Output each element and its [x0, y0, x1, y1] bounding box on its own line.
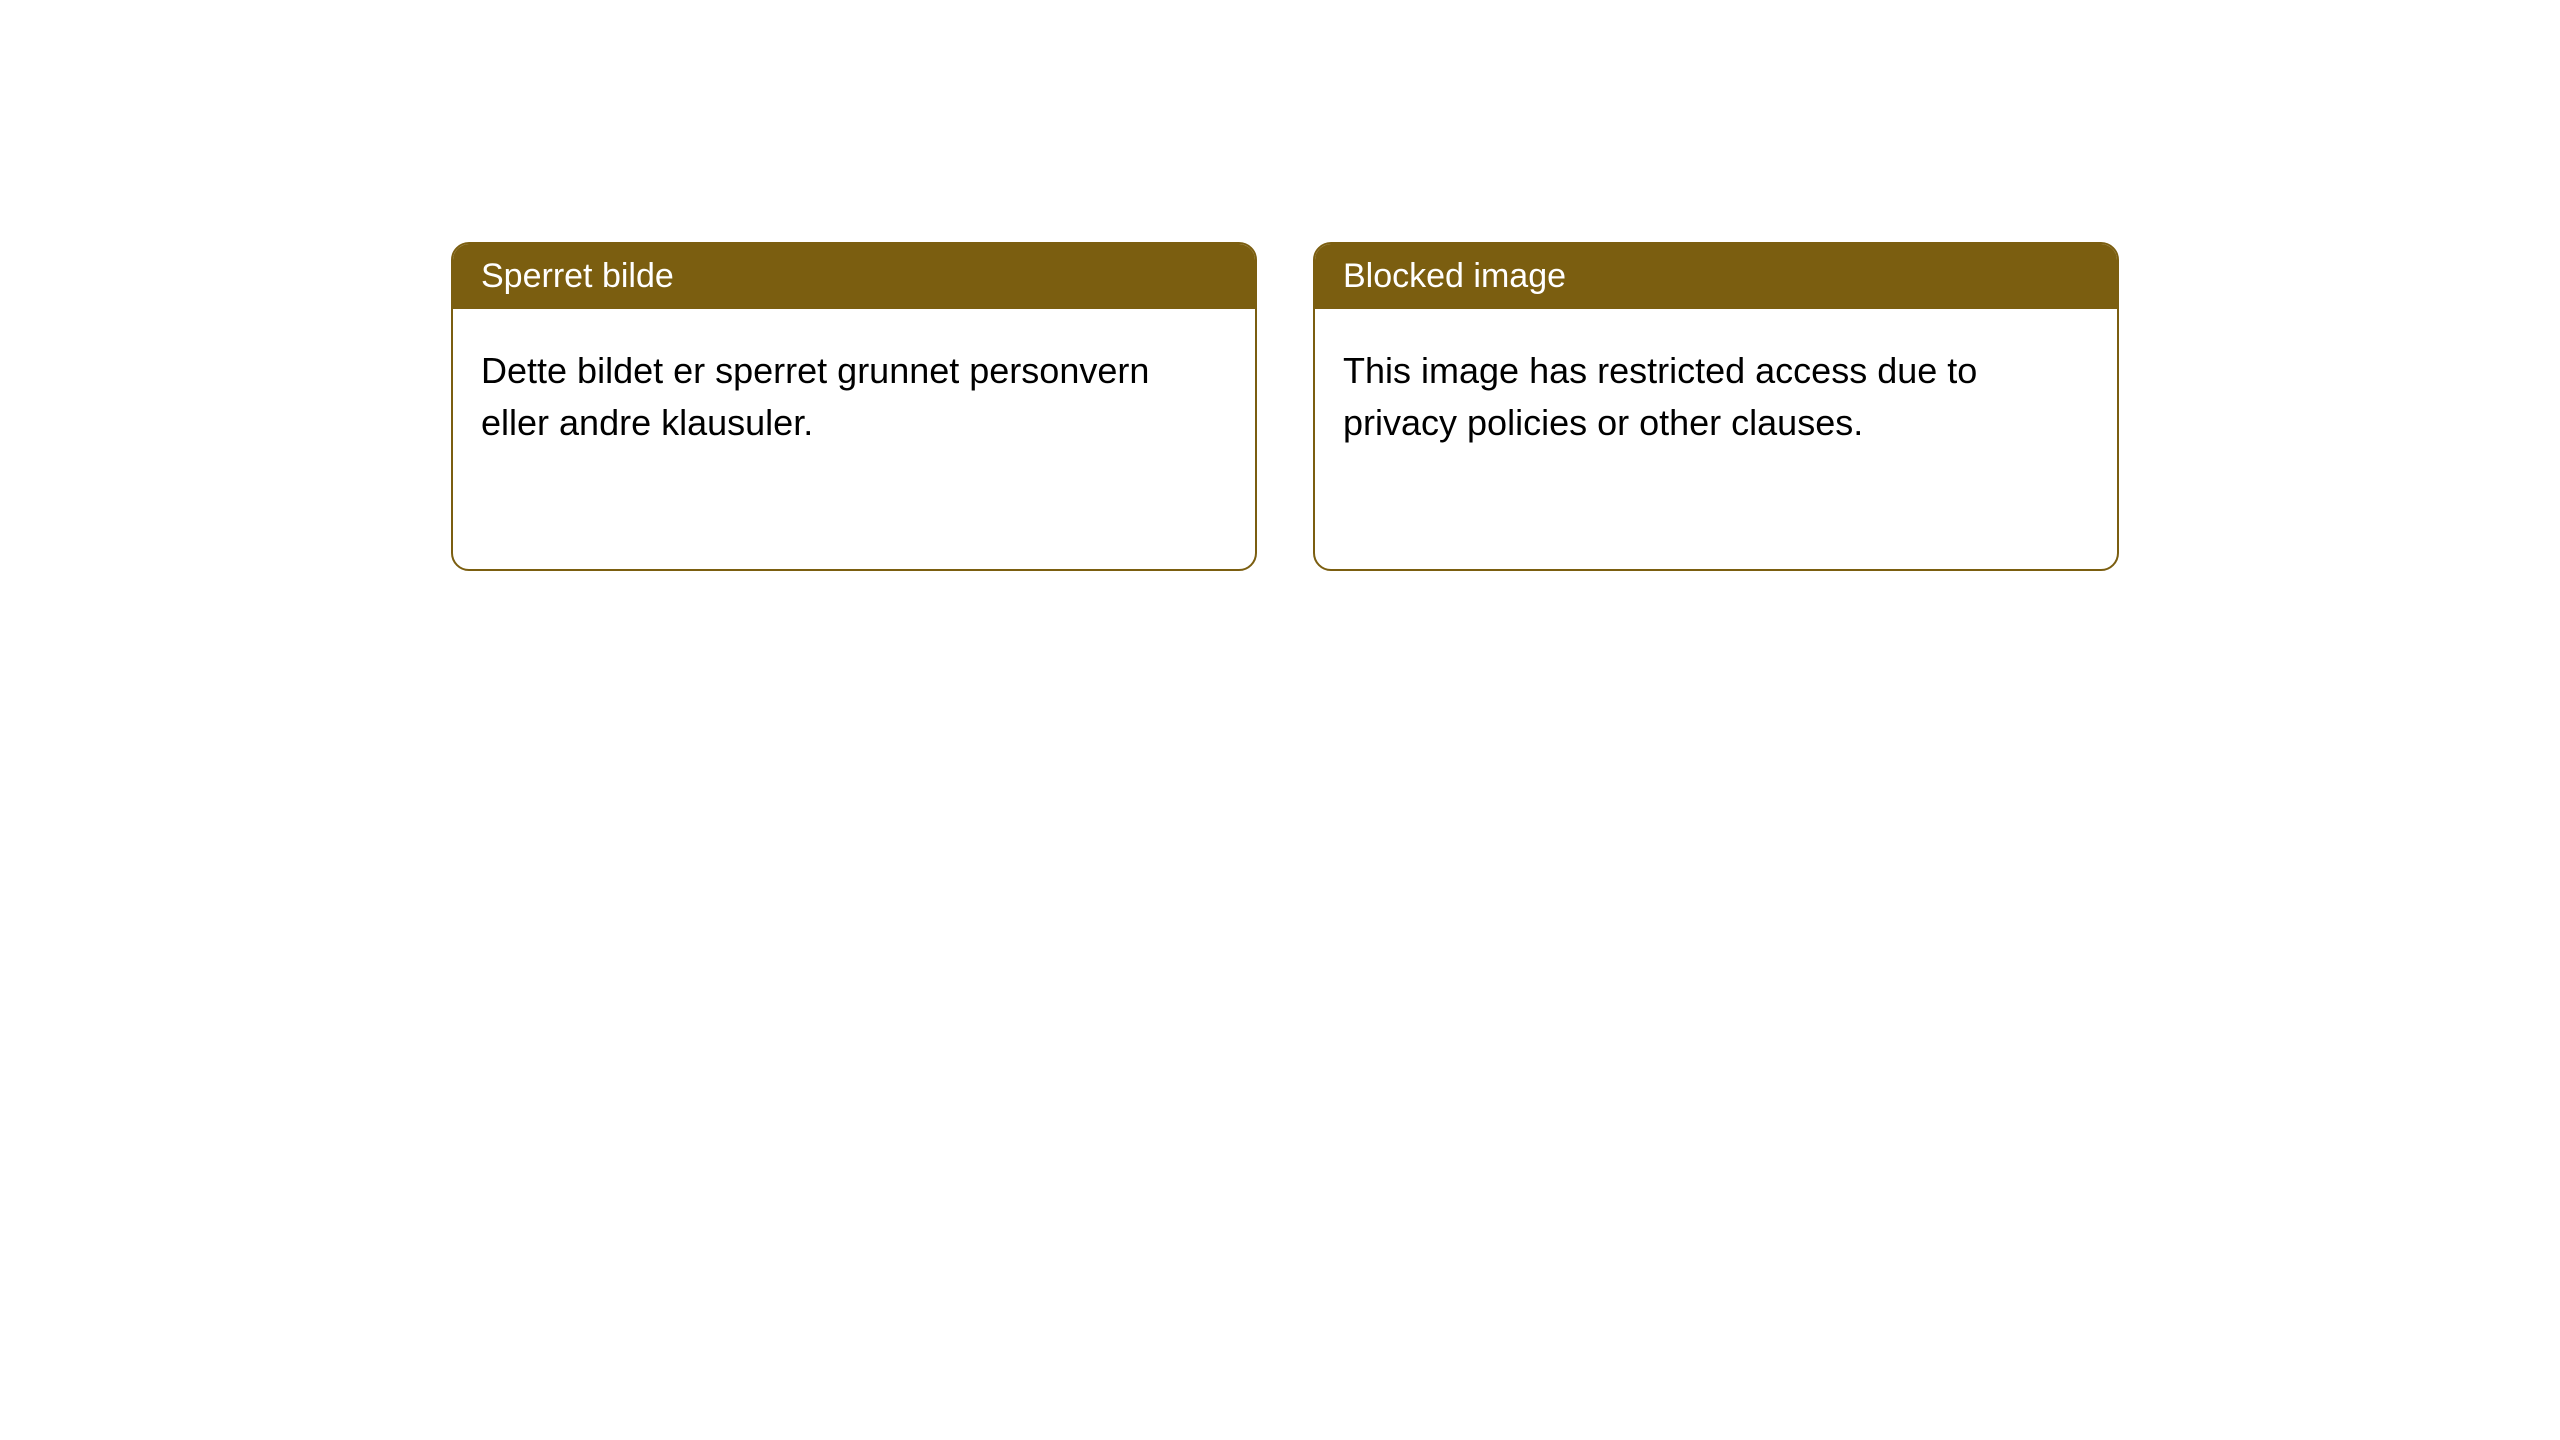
notice-card-no: Sperret bilde Dette bildet er sperret gr… — [451, 242, 1257, 571]
notice-body-no: Dette bildet er sperret grunnet personve… — [453, 309, 1255, 569]
notice-card-en: Blocked image This image has restricted … — [1313, 242, 2119, 571]
notice-container: Sperret bilde Dette bildet er sperret gr… — [451, 242, 2119, 571]
notice-body-en: This image has restricted access due to … — [1315, 309, 2117, 569]
notice-header-no: Sperret bilde — [453, 244, 1255, 309]
notice-header-en: Blocked image — [1315, 244, 2117, 309]
